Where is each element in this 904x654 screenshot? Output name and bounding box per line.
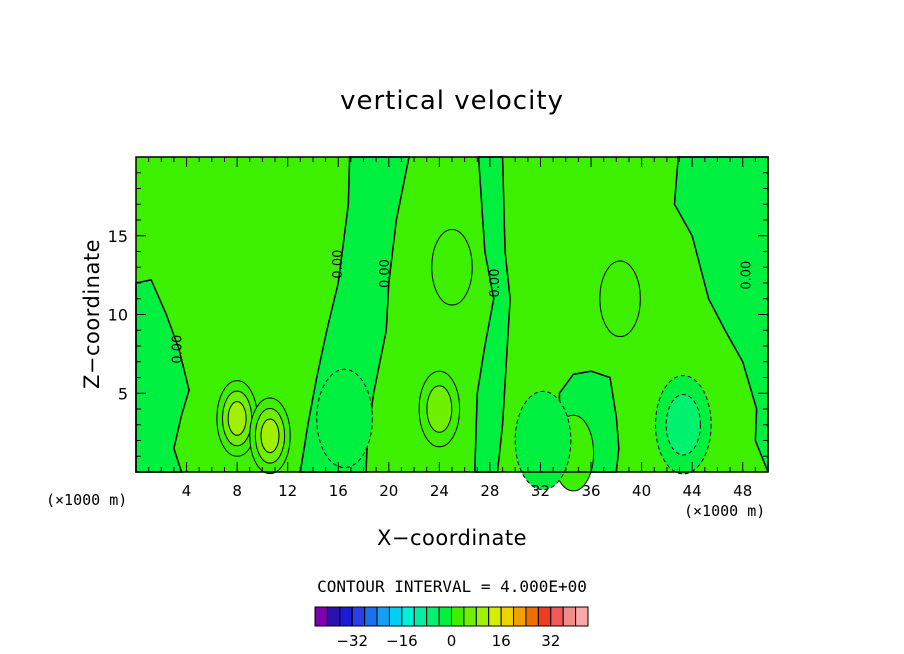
contour-label: 0.00 [739,261,754,290]
feature-updraft-2 [418,370,461,448]
contour-interval-label: CONTOUR INTERVAL = 4.000E+00 [317,577,587,596]
x-tick-label: 24 [430,482,449,500]
colorbar-swatch [438,606,453,627]
feature-updraft-2-level-2 [426,385,453,433]
feature-updraft-0-level-3 [227,401,247,436]
colorbar-tick-label: −16 [386,632,418,650]
feature-downdraft-7-level-1 [514,390,572,491]
feature-downdraft-6-level-1 [316,368,373,469]
feature-downdraft-8 [655,375,712,475]
colorbar-swatch [562,606,577,627]
y-tick-label: 10 [108,306,128,325]
x-axis-label: X−coordinate [377,526,527,550]
feature-downdraft-8-level-2 [665,394,701,456]
contour-label: 0.00 [331,250,346,279]
colorbar: −32 −16 0 16 32 [314,606,589,650]
contour-label: 0.00 [171,335,186,364]
colorbar-swatch [537,606,552,627]
colorbar-tick-label: −32 [336,632,368,650]
colorbar-swatch [339,606,353,627]
x-tick-label: 16 [329,482,348,500]
colorbar-swatch [314,606,328,627]
colorbar-swatch [413,606,428,627]
contour-label: 0.00 [488,269,503,298]
x-tick-label: 44 [683,482,702,500]
x-tick-label: 28 [480,482,499,500]
y-tick-label: 15 [108,227,128,246]
colorbar-tick-label: 0 [447,632,457,650]
colorbar-swatch [364,606,378,627]
colorbar-swatch [326,606,341,627]
colorbar-swatch [376,606,390,627]
colorbar-swatch [525,606,539,627]
feature-updraft-1-level-3 [260,418,280,454]
x-tick-label: 40 [632,482,651,500]
x-tick-label: 4 [182,482,192,500]
x-tick-label: 8 [232,482,242,500]
x-tick-label: 32 [531,482,550,500]
region-left-edge [135,278,190,473]
x-tick-label: 48 [733,482,752,500]
feature-downdraft-6 [316,368,373,469]
colorbar-swatch [351,606,366,627]
y-tick-label: 5 [118,384,128,403]
x-tick-label: 20 [379,482,398,500]
feature-downdraft-7 [514,390,572,491]
y-axis-label: Z−coordinate [80,239,104,389]
plot-area: 0.00 0.00 0.00 0.00 0.00 [135,156,769,492]
x-unit-label-left: (×1000 m) [46,491,128,509]
feature-updraft-4 [431,228,473,306]
colorbar-tick-label: 32 [541,632,560,650]
colorbar-swatch [463,606,477,627]
colorbar-swatch [451,606,465,627]
colorbar-swatch [488,606,502,627]
feature-updraft-5-level-1 [599,260,641,338]
x-tick-label: 12 [278,482,297,500]
feature-updraft-5 [599,260,641,338]
colorbar-swatch [575,606,589,627]
chart-title: vertical velocity [340,86,564,116]
colorbar-swatch [500,606,515,627]
colorbar-swatch [388,606,403,627]
feature-updraft-4-level-1 [431,228,473,306]
feature-updraft-1 [249,397,291,475]
colorbar-swatch [475,606,490,627]
x-unit-label-right: (×1000 m) [684,502,766,520]
x-tick-label: 36 [581,482,600,500]
colorbar-swatch [401,606,415,627]
feature-updraft-0 [216,380,258,457]
colorbar-swatch [513,606,527,627]
colorbar-swatch [550,606,564,627]
colorbar-swatch [426,606,440,627]
contour-label: 0.00 [378,259,393,288]
colorbar-tick-label: 16 [492,632,511,650]
